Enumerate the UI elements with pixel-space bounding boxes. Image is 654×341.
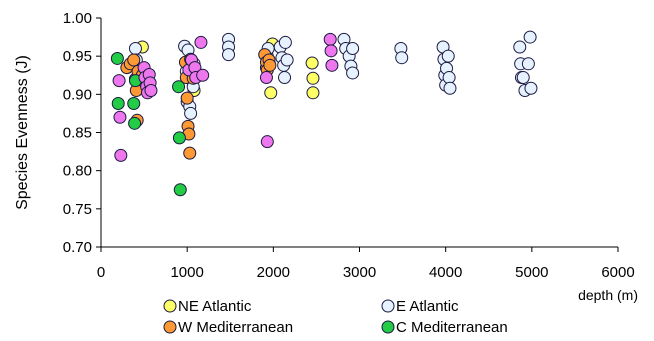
data-point-c-mediterranean: [110, 51, 124, 65]
x-tick-label: 0: [97, 264, 105, 281]
data-point-unlabeled: [259, 71, 273, 85]
data-point-e-atlantic: [441, 49, 455, 63]
data-point-e-atlantic: [513, 40, 527, 54]
data-points: [110, 30, 538, 197]
legend-label-c-mediterranean: C Mediterranean: [396, 319, 508, 336]
data-point-e-atlantic: [523, 30, 537, 44]
data-point-ne-atlantic: [306, 71, 320, 85]
y-tick-label: 0.90: [63, 86, 92, 103]
data-point-e-atlantic: [278, 35, 292, 49]
y-axis-title: Species Evenness (J): [14, 55, 31, 210]
x-tick-label: 4000: [429, 264, 462, 281]
data-point-unlabeled: [325, 58, 339, 72]
data-point-unlabeled: [113, 110, 127, 124]
data-point-unlabeled: [324, 44, 338, 58]
data-point-w-mediterranean: [127, 53, 141, 67]
data-point-ne-atlantic: [305, 56, 319, 70]
data-point-c-mediterranean: [111, 96, 125, 110]
data-point-e-atlantic: [278, 71, 292, 85]
data-point-unlabeled: [260, 135, 274, 149]
legend-marker-e-atlantic: [381, 299, 395, 313]
data-point-w-mediterranean: [180, 91, 194, 105]
x-tick-label: 2000: [257, 264, 290, 281]
data-point-e-atlantic: [184, 106, 198, 120]
data-point-e-atlantic: [395, 51, 409, 65]
legend-marker-ne-atlantic: [163, 299, 177, 313]
legend-marker-c-mediterranean: [381, 320, 395, 334]
data-point-unlabeled: [323, 32, 337, 46]
y-tick-label: 0.95: [63, 48, 92, 65]
data-point-e-atlantic: [346, 42, 360, 56]
legend-label-e-atlantic: E Atlantic: [396, 298, 459, 315]
x-axis-title: depth (m): [578, 287, 638, 303]
data-point-w-mediterranean: [263, 58, 277, 72]
data-point-e-atlantic: [128, 42, 142, 56]
data-point-e-atlantic: [346, 66, 360, 80]
data-point-unlabeled: [144, 84, 158, 98]
legend: NE Atlantic E Atlantic W Mediterranean C Me…: [163, 298, 508, 336]
data-point-e-atlantic: [524, 81, 538, 95]
x-tick-label: 5000: [515, 264, 548, 281]
x-tick-label: 1000: [170, 264, 203, 281]
data-point-e-atlantic: [280, 53, 294, 67]
y-tick-label: 1.00: [63, 10, 92, 27]
y-tick-label: 0.75: [63, 201, 92, 218]
legend-label-ne-atlantic: NE Atlantic: [178, 298, 252, 315]
data-point-unlabeled: [114, 148, 128, 162]
data-point-unlabeled: [196, 68, 210, 82]
y-tick-label: 0.80: [63, 163, 92, 180]
data-point-unlabeled: [112, 74, 126, 88]
data-point-w-mediterranean: [183, 146, 197, 160]
data-point-c-mediterranean: [127, 96, 141, 110]
data-point-unlabeled: [194, 35, 208, 49]
data-point-c-mediterranean: [172, 131, 186, 145]
data-point-e-atlantic: [516, 71, 530, 85]
data-point-c-mediterranean: [173, 183, 187, 197]
data-point-c-mediterranean: [172, 80, 186, 94]
y-tick-label: 0.70: [63, 239, 92, 256]
axes: 0.70 0.75 0.80 0.85 0.90 0.95 1.00 0 1000 2000 300…: [63, 10, 635, 281]
data-point-c-mediterranean: [128, 116, 142, 130]
legend-marker-w-mediterranean: [163, 320, 177, 334]
data-point-ne-atlantic: [264, 86, 278, 100]
x-tick-label: 6000: [601, 264, 634, 281]
data-point-e-atlantic: [443, 81, 457, 95]
data-point-ne-atlantic: [306, 86, 320, 100]
data-point-e-atlantic: [442, 71, 456, 85]
y-tick-label: 0.85: [63, 125, 92, 142]
data-point-e-atlantic: [521, 57, 535, 71]
x-tick-label: 3000: [343, 264, 376, 281]
data-point-e-atlantic: [222, 48, 236, 62]
legend-label-w-mediterranean: W Mediterranean: [178, 319, 293, 336]
